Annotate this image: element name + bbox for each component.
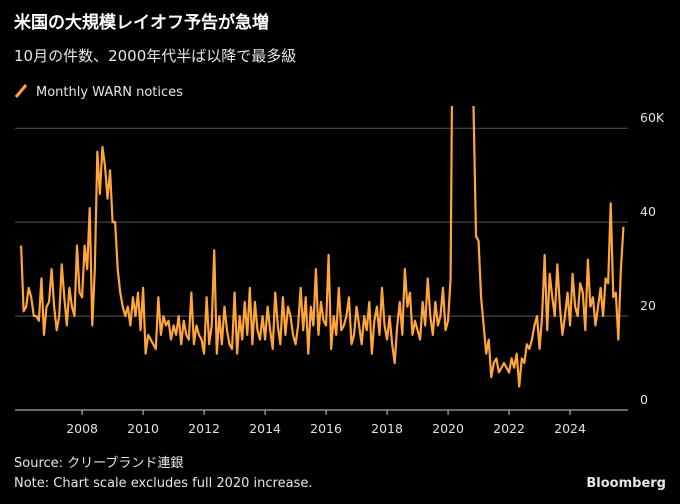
- series-line: [20, 106, 625, 388]
- y-tick-label: 40: [640, 204, 656, 219]
- credit: Bloomberg: [586, 476, 666, 491]
- plot-area: 0 20 40 60K 2008 2010 2012 2014 2016 2018 2020 2022…: [15, 106, 665, 436]
- source: Source: クリーブランド連銀: [14, 455, 183, 471]
- x-tick-label: 2008: [66, 421, 98, 436]
- legend-label: Monthly WARN notices: [36, 85, 183, 100]
- x-tick-label: 2010: [127, 421, 159, 436]
- legend-swatch: [14, 84, 28, 98]
- x-tick-label: 2024: [554, 421, 586, 436]
- x-tick-label: 2018: [371, 421, 403, 436]
- y-tick-label: 0: [640, 392, 648, 407]
- x-tick-label: 2022: [493, 421, 525, 436]
- note: Note: Chart scale excludes full 2020 inc…: [14, 476, 312, 491]
- y-tick-label: 20: [640, 298, 656, 313]
- chart-title: 米国の大規模レイオフ予告が急増: [14, 12, 269, 33]
- x-tick-label: 2016: [310, 421, 342, 436]
- x-tick-label: 2012: [188, 421, 220, 436]
- x-tick-label: 2014: [249, 421, 281, 436]
- chart-subtitle: 10月の件数、2000年代半ば以降で最多級: [14, 47, 296, 65]
- y-tick-label: 60K: [640, 110, 665, 125]
- x-tick-label: 2020: [432, 421, 464, 436]
